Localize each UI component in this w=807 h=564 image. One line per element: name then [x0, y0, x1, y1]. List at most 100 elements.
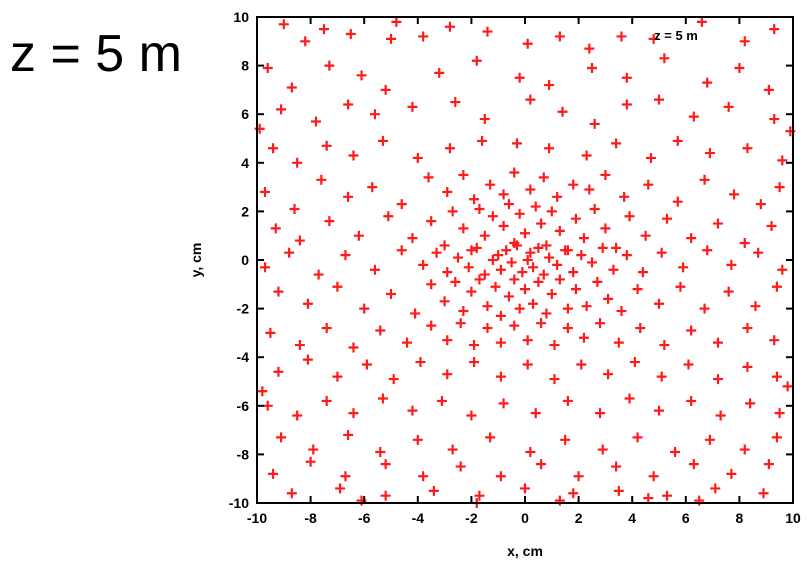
scatter-point [576, 250, 587, 261]
scatter-point [380, 490, 391, 501]
scatter-point [511, 240, 522, 251]
scatter-point [479, 230, 490, 241]
scatter-point [442, 335, 453, 346]
scatter-point [380, 84, 391, 95]
scatter-point [712, 374, 723, 385]
y-axis-label: y, cm [188, 243, 204, 278]
scatter-point [509, 320, 520, 331]
scatter-point [522, 255, 533, 265]
scatter-point [584, 43, 595, 54]
scatter-point [587, 63, 597, 74]
scatter-point [552, 191, 563, 202]
y-tick-label: 6 [241, 106, 249, 122]
scatter-point [471, 242, 482, 253]
scatter-point [426, 216, 437, 227]
scatter-point [319, 24, 329, 35]
scatter-point [268, 468, 279, 479]
scatter-point [624, 211, 635, 222]
scatter-point [562, 323, 573, 334]
scatter-point [265, 327, 276, 338]
scatter-point [359, 303, 370, 314]
scatter-point [514, 72, 525, 83]
scatter-point [321, 140, 332, 151]
scatter-point [766, 220, 777, 231]
scatter-point [573, 471, 584, 482]
y-tick-label: 8 [241, 58, 249, 74]
scatter-point [750, 301, 761, 312]
scatter-point [520, 228, 530, 239]
scatter-point [712, 218, 723, 229]
scatter-point [495, 471, 506, 482]
scatter-point [686, 395, 697, 406]
scatter-point [482, 301, 493, 312]
scatter-point [388, 374, 399, 385]
scatter-point [530, 408, 541, 419]
scatter-point [477, 135, 488, 146]
scatter-point [560, 434, 571, 445]
scatter-point [704, 434, 715, 445]
scatter-point [453, 252, 463, 263]
scatter-point [348, 150, 359, 161]
scatter-point [538, 172, 549, 183]
scatter-point [745, 398, 756, 409]
scatter-point [485, 179, 496, 190]
scatter-point [369, 109, 380, 120]
scatter-point [386, 289, 396, 300]
scatter-point [495, 310, 506, 321]
scatter-point [621, 250, 632, 261]
scatter-point [538, 269, 549, 280]
scatter-point [670, 446, 681, 457]
scatter-point [361, 359, 372, 370]
x-tick-label: -10 [247, 510, 267, 526]
scatter-point [678, 262, 689, 273]
scatter-point [386, 33, 396, 44]
scatter-point [514, 303, 525, 314]
scatter-point [495, 337, 506, 348]
scatter-point [292, 157, 303, 168]
scatter-point [525, 446, 536, 457]
scatter-point [469, 340, 480, 351]
scatter-point [589, 203, 600, 214]
scatter-point [302, 354, 313, 365]
scatter-point [415, 357, 426, 368]
scatter-point [423, 172, 434, 183]
scatter-point [321, 395, 332, 406]
y-tick-label: 2 [241, 203, 249, 219]
scatter-point [262, 400, 273, 411]
inset-annotation: z = 5 m [654, 28, 698, 43]
scatter-point [402, 337, 413, 348]
scatter-point [463, 262, 474, 273]
scatter-point [348, 408, 359, 419]
scatter-point [525, 184, 536, 195]
scatter-point [482, 323, 493, 334]
scatter-point [656, 371, 667, 382]
scatter-point [294, 340, 305, 351]
y-tick-label: -10 [229, 495, 249, 511]
scatter-point [611, 461, 622, 472]
scatter-point [771, 371, 782, 382]
scatter-point [782, 381, 793, 392]
scatter-point [503, 199, 514, 210]
scatter-point [375, 446, 386, 457]
scatter-point [474, 203, 485, 214]
scatter-point [688, 111, 699, 122]
scatter-point [522, 335, 533, 346]
scatter-point [654, 405, 664, 416]
scatter-point [544, 143, 555, 154]
y-tick-label: -2 [237, 301, 250, 317]
scatter-point [324, 60, 335, 71]
scatter-point [587, 257, 597, 268]
scatter-point [284, 247, 295, 258]
scatter-point [289, 203, 300, 214]
scatter-point [458, 223, 469, 234]
scatter-point [345, 29, 356, 40]
scatter-point [474, 490, 485, 501]
scatter-point [710, 483, 721, 494]
scatter-point [276, 432, 287, 443]
scatter-point [466, 286, 477, 297]
scatter-point [600, 169, 611, 180]
scatter-point [662, 213, 673, 224]
scatter-point [501, 245, 512, 256]
scatter-point [375, 325, 386, 336]
